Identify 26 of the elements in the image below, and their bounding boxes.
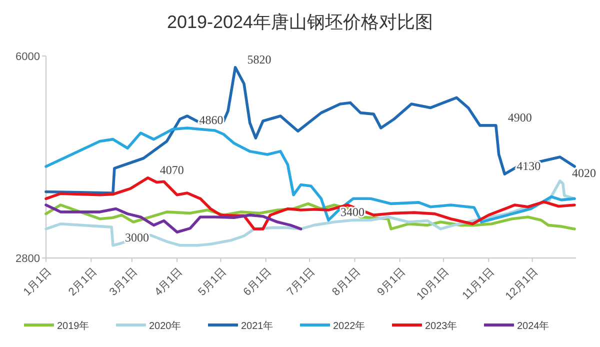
legend-label: 2023年 xyxy=(425,320,458,332)
chart-title: 2019-2024年唐山钢坯价格对比图 xyxy=(166,12,434,32)
annotation: 5820 xyxy=(247,52,272,66)
x-tick-label: 10月1日 xyxy=(414,266,452,303)
x-tick-label: 3月1日 xyxy=(107,266,140,298)
y-tick-label: 2800 xyxy=(16,253,40,265)
annotation: 4070 xyxy=(160,162,184,177)
annotation: 4020 xyxy=(572,166,596,180)
annotation: 3000 xyxy=(124,230,149,244)
x-tick-label: 6月1日 xyxy=(241,266,274,298)
x-tick-label: 2月1日 xyxy=(66,266,100,298)
x-tick-label: 5月1日 xyxy=(196,266,229,298)
x-tick-label: 8月1日 xyxy=(330,266,363,298)
x-tick-label: 9月1日 xyxy=(375,266,408,298)
annotation: 4900 xyxy=(508,110,532,124)
legend-label: 2020年 xyxy=(149,320,182,332)
x-tick-label: 11月1日 xyxy=(460,266,497,302)
x-tick-label: 7月1日 xyxy=(284,266,318,298)
legend-label: 2019年 xyxy=(57,320,90,332)
x-tick-label: 12月1日 xyxy=(503,266,540,303)
legend-label: 2022年 xyxy=(333,320,366,332)
x-tick-label: 1月1日 xyxy=(21,266,54,298)
y-tick-label: 6000 xyxy=(16,51,40,63)
legend-label: 2021年 xyxy=(241,320,274,332)
x-tick-label: 4月1日 xyxy=(152,266,186,298)
legend-label: 2024年 xyxy=(517,320,550,332)
